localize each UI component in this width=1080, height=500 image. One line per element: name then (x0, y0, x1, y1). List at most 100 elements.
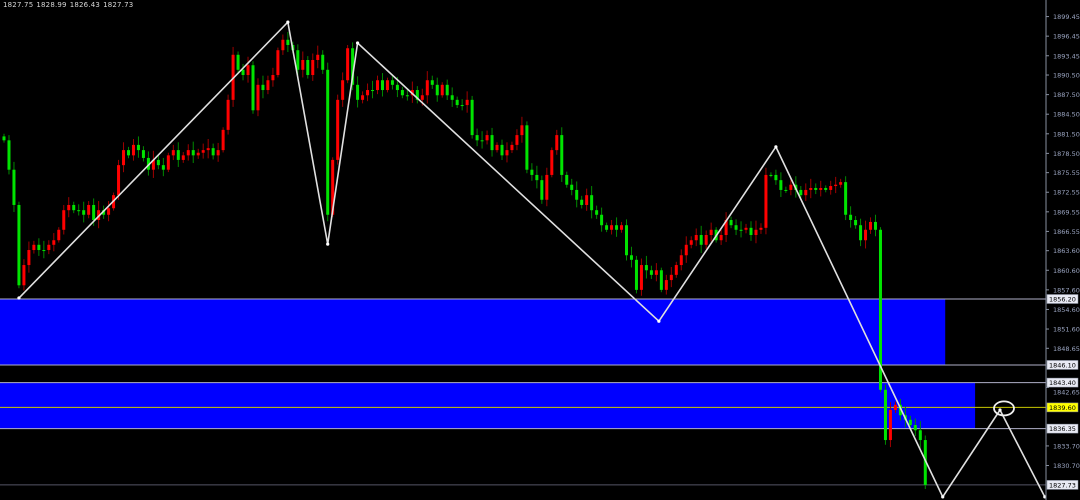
price-axis[interactable]: 1902.45 1899.45 1896.45 1893.45 1890.50 1887.… (1045, 0, 1080, 500)
candle-body (605, 225, 609, 230)
axis-tick-label: 1884.50 (1053, 111, 1080, 119)
candle-body (634, 259, 638, 290)
candle-body (898, 404, 902, 416)
candle-body (306, 60, 310, 76)
candle-body (191, 150, 195, 156)
axis-tick-label: 1848.65 (1053, 345, 1080, 353)
axis-tick-label: 1899.45 (1053, 13, 1080, 21)
axis-tick-label: 1896.45 (1053, 33, 1080, 41)
candle-body (12, 169, 16, 205)
candle-body (296, 50, 300, 70)
candle-body (834, 184, 838, 187)
candle-body (102, 210, 106, 215)
zigzag-point (998, 408, 1002, 412)
level-lines (0, 298, 1046, 486)
level-price-tag (1046, 360, 1079, 370)
candle-body (415, 90, 419, 100)
candle-body (908, 419, 912, 426)
candle-body (814, 187, 818, 190)
axis-tick-label: 1830.70 (1053, 462, 1080, 470)
candle-body (52, 240, 56, 245)
candle-body (625, 225, 628, 256)
candle-body (77, 210, 81, 212)
candle-body (859, 225, 863, 241)
candle-body (893, 404, 897, 411)
candle-body (465, 99, 469, 106)
candle-body (141, 150, 145, 158)
candle-body (545, 174, 549, 200)
ohlc-low: 1826.43 (69, 1, 101, 9)
candle-body (829, 186, 833, 190)
candle-body (181, 155, 185, 160)
level-price-tag (1046, 480, 1079, 490)
axis-tick-label: 1887.50 (1053, 91, 1080, 99)
level-price-label: 1839.60 (1049, 404, 1076, 412)
candle-body (654, 270, 658, 275)
candle-body (301, 60, 305, 70)
candle-body (664, 280, 668, 290)
candle-body (435, 84, 439, 96)
candle-body (201, 150, 205, 153)
candle-body (913, 425, 917, 431)
candle-body (42, 250, 46, 252)
candle-body (694, 235, 698, 241)
candle-body (520, 125, 524, 136)
axis-tick-label: 1866.55 (1053, 228, 1080, 236)
ohlc-open: 1827.75 (3, 1, 34, 9)
candle-body (171, 150, 175, 156)
candle-body (395, 84, 399, 91)
candle-body (82, 210, 86, 215)
candle-body (784, 189, 788, 191)
zigzag-point (17, 296, 21, 300)
candle-body (789, 184, 793, 190)
candle-body (107, 208, 111, 215)
zone-1 (0, 382, 976, 429)
axis-tick-label: 1878.50 (1053, 150, 1080, 158)
candle-body (146, 157, 150, 170)
candle-body (261, 84, 265, 91)
candle-body (92, 204, 96, 220)
candle-body (331, 159, 335, 215)
candle-body (156, 159, 160, 166)
candle-body (620, 225, 624, 230)
level-price-label: 1856.20 (1049, 296, 1076, 304)
candle-body (595, 210, 599, 215)
candle-body (361, 95, 365, 100)
candle-body (629, 255, 633, 260)
axis-tick-label: 1902.45 (1053, 0, 1080, 1)
candle-body (535, 174, 539, 181)
candle-body (495, 144, 499, 151)
candle-body (256, 84, 260, 111)
candle-body (151, 159, 155, 170)
candle-body (122, 150, 126, 166)
candle-body (206, 148, 210, 151)
axis-tick-label: 1872.55 (1053, 189, 1080, 197)
candle-body (500, 144, 504, 156)
level-price-tag (1046, 377, 1079, 388)
zigzag-point (355, 41, 360, 45)
candle-body (445, 84, 449, 96)
candle-body (251, 65, 255, 111)
candle-body (341, 80, 345, 100)
candle-body (176, 150, 180, 160)
axis-tick-label: 1875.55 (1053, 169, 1080, 177)
candle-body (824, 187, 828, 190)
candle-body (22, 265, 26, 286)
candle-body (874, 221, 877, 230)
axis-tick-label: 1863.60 (1053, 247, 1080, 255)
candle-body (719, 235, 723, 241)
candle-body (565, 174, 569, 185)
candle-body (724, 219, 728, 236)
candle-body (570, 184, 574, 190)
zigzag-point (941, 495, 945, 499)
candle-body (888, 410, 892, 441)
candle-body (136, 144, 140, 151)
candle-body (460, 105, 464, 107)
candle-body (580, 199, 584, 205)
candle-body (774, 174, 778, 181)
level-price-tag (1046, 402, 1079, 413)
candle-body (644, 265, 648, 271)
zigzag-point (774, 145, 778, 149)
candle-body (221, 129, 225, 151)
